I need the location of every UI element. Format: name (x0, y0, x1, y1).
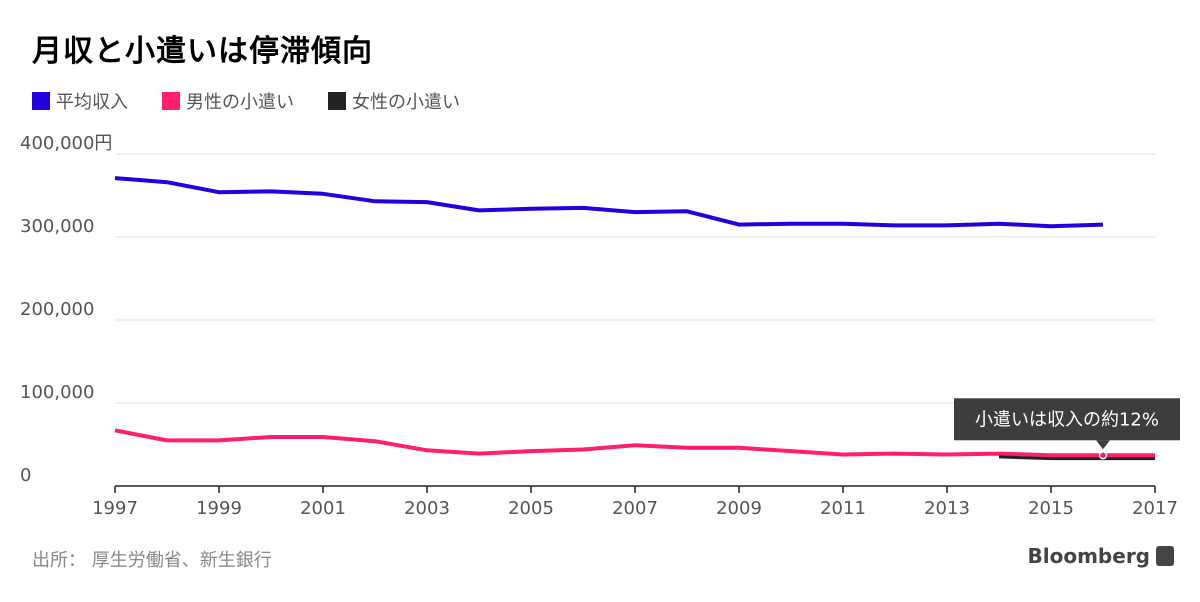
legend-item-female-allowance: 女性の小遣い (328, 88, 460, 114)
y-tick-label: 200,000 (20, 299, 94, 320)
x-tick-label: 2009 (716, 498, 762, 519)
x-tick-label: 2015 (1028, 498, 1074, 519)
legend-swatch-male-allowance (162, 92, 180, 110)
bloomberg-chart-icon (1156, 546, 1174, 566)
x-tick-label: 1999 (196, 498, 242, 519)
x-tick-label: 2001 (300, 498, 346, 519)
x-tick-label: 2011 (820, 498, 866, 519)
bloomberg-logo: Bloomberg (1028, 544, 1174, 568)
legend: 平均収入 男性の小遣い 女性の小遣い (32, 88, 494, 114)
legend-item-male-allowance: 男性の小遣い (162, 88, 294, 114)
annotation-pointer (1096, 440, 1110, 450)
annotation-text: 小遣いは収入の約12% (975, 409, 1159, 430)
annotation-box (954, 398, 1180, 441)
legend-item-average-income: 平均収入 (32, 88, 128, 114)
series-line-2 (998, 455, 1155, 461)
y-tick-label: 0 (20, 465, 31, 486)
brand-name: Bloomberg (1027, 544, 1150, 568)
x-tick-label: 1997 (92, 498, 138, 519)
x-tick-label: 2003 (404, 498, 450, 519)
y-tick-label: 300,000 (20, 216, 94, 237)
source-note: 出所： 厚生労働省、新生銀行 (32, 550, 272, 571)
legend-swatch-average-income (32, 92, 50, 110)
series-line-0 (114, 176, 1104, 229)
legend-label-female-allowance: 女性の小遣い (352, 92, 460, 113)
x-tick-label: 2007 (612, 498, 658, 519)
y-tick-label: 400,000円 (20, 133, 112, 154)
annotation-marker (1098, 451, 1108, 460)
legend-label-male-allowance: 男性の小遣い (186, 92, 294, 113)
y-tick-label: 100,000 (20, 382, 94, 403)
series-line-1 (114, 428, 1155, 458)
chart-title: 月収と小遣いは停滞傾向 (32, 34, 373, 69)
legend-label-average-income: 平均収入 (56, 92, 128, 113)
legend-swatch-female-allowance (328, 92, 346, 110)
x-tick-label: 2013 (924, 498, 970, 519)
x-tick-label: 2005 (508, 498, 554, 519)
x-tick-label: 2017 (1132, 498, 1178, 519)
